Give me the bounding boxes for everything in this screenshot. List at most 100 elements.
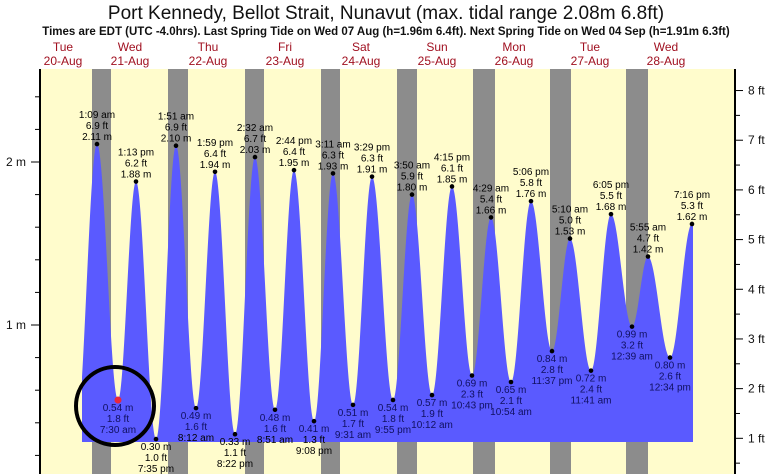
chart-subtitle: Times are EDT (UTC -4.0hrs). Last Spring… [42, 26, 730, 38]
tide-label: 0.69 m [457, 379, 488, 390]
high-tide-marker: 5:10 am5.0 ft1.53 m [552, 205, 588, 241]
high-tide-marker: 3:29 pm6.3 ft1.91 m [354, 143, 390, 179]
axes: 1 m 2 m 1 ft 2 ft 3 ft 4 ft 5 ft 6 ft 7 ft 8 ft [6, 69, 765, 474]
day-labels: Tue20-AugWed21-AugThu22-AugFri23-AugSat2… [44, 40, 686, 68]
tide-dot [528, 198, 534, 204]
day-name: Thu [198, 40, 219, 54]
tide-label: 2:44 pm [276, 136, 312, 147]
tide-label: 3.2 ft [621, 341, 643, 352]
high-tide-marker: 7:16 pm5.3 ft1.62 m [674, 190, 710, 227]
tide-dot [667, 355, 673, 360]
left-tick-label: 2 m [6, 155, 26, 169]
tide-label: 1.85 m [437, 174, 468, 185]
tide-label: 1.91 m [357, 165, 388, 176]
tide-dot [488, 215, 494, 220]
tide-label: 10:54 am [490, 407, 532, 418]
tide-dot [291, 167, 297, 173]
tide-dot [94, 141, 100, 147]
tide-dot [429, 392, 435, 398]
tide-label: 4:29 am [473, 183, 509, 194]
day-date: 22-Aug [189, 54, 228, 68]
tide-label: 1:13 pm [118, 148, 154, 159]
tide-label: 6.7 ft [244, 134, 266, 145]
tide-label: 2.8 ft [541, 365, 563, 376]
tide-label: 1.6 ft [185, 422, 207, 433]
tide-dot [469, 373, 475, 378]
right-tick-label: 7 ft [748, 133, 765, 147]
tide-label: 6.4 ft [204, 149, 226, 160]
tide-label: 7:30 am [100, 425, 136, 436]
tide-fill [82, 144, 693, 442]
tide-label: 6.1 ft [441, 163, 463, 174]
tide-label: 1.80 m [397, 183, 428, 194]
day-name: Tue [580, 40, 601, 54]
tide-label: 11:41 am [571, 396, 612, 407]
tide-dot [133, 179, 139, 184]
tide-label: 1.62 m [677, 212, 708, 223]
tide-label: 5.5 ft [600, 191, 622, 202]
high-tide-marker: 3:11 am6.3 ft1.93 m [315, 139, 351, 176]
tide-label: 8:22 pm [217, 459, 253, 470]
tide-label: 4.7 ft [637, 234, 659, 245]
highlight [74, 365, 156, 447]
tide-label: 0.30 m [141, 442, 172, 453]
tide-label: 8:51 am [257, 435, 293, 446]
tide-label: 10:12 am [411, 420, 453, 431]
tide-label: 5.3 ft [681, 201, 703, 212]
tide-label: 5:55 am [630, 223, 666, 234]
day-date: 28-Aug [647, 54, 686, 68]
day-name: Wed [654, 40, 678, 54]
tide-label: 1.88 m [121, 170, 152, 181]
tide-dot [252, 154, 258, 160]
tide-label: 1.7 ft [342, 419, 364, 430]
tide-dot [232, 431, 238, 437]
high-tide-marker: 3:50 am5.9 ft1.80 m [394, 161, 430, 197]
tide-dot [350, 402, 356, 408]
right-tick-label: 6 ft [748, 183, 765, 197]
day-date: 27-Aug [571, 54, 610, 68]
tide-label: 0.54 m [103, 403, 134, 414]
tide-dot [153, 436, 159, 442]
tide-label: 1:09 am [79, 110, 115, 121]
tide-label: 1.6 ft [264, 424, 286, 435]
tide-label: 5:06 pm [513, 167, 549, 178]
tide-label: 6.4 ft [283, 147, 305, 158]
tide-dot [173, 143, 179, 148]
highlight-circle [74, 365, 156, 447]
tide-label: 0.51 m [338, 408, 369, 419]
tide-label: 2.03 m [240, 145, 271, 156]
tide-label: 0.80 m [655, 361, 686, 372]
tide-dot [689, 221, 695, 227]
tide-label: 2.11 m [82, 132, 112, 143]
tide-dot [508, 379, 514, 385]
day-date: 21-Aug [111, 54, 150, 68]
tide-label: 0.84 m [537, 354, 568, 365]
tide-label: 0.49 m [181, 411, 212, 422]
tide-label: 6:05 pm [593, 180, 629, 191]
right-tick-label: 3 ft [748, 332, 765, 346]
tide-label: 3:29 pm [354, 143, 390, 154]
tide-label: 0.41 m [299, 424, 330, 435]
high-tide-marker: 1:13 pm6.2 ft1.88 m [118, 148, 154, 184]
tide-label: 8:12 am [178, 433, 214, 444]
tide-label: 1.93 m [318, 161, 349, 172]
tide-label: 6.3 ft [322, 150, 344, 161]
tide-label: 1.8 ft [107, 414, 129, 425]
tide-dot [409, 192, 415, 197]
tide-events: 1:09 am6.9 ft2.11 m 0.54 m1.8 ft7:30 am 1:… [79, 110, 710, 474]
low-tide-marker: 0.33 m1.1 ft8:22 pm [217, 431, 253, 470]
tide-label: 10:43 pm [451, 401, 493, 412]
tide-label: 3:11 am [315, 139, 350, 150]
day-name: Mon [502, 40, 525, 54]
low-tide-marker: 0.30 m1.0 ft7:35 pm [138, 436, 174, 474]
tide-label: 6.9 ft [86, 121, 108, 132]
tide-label: 0.99 m [617, 330, 648, 341]
tide-label: 1:59 pm [197, 138, 233, 149]
tide-label: 1.3 ft [303, 435, 325, 446]
tide-label: 1.94 m [200, 160, 231, 171]
